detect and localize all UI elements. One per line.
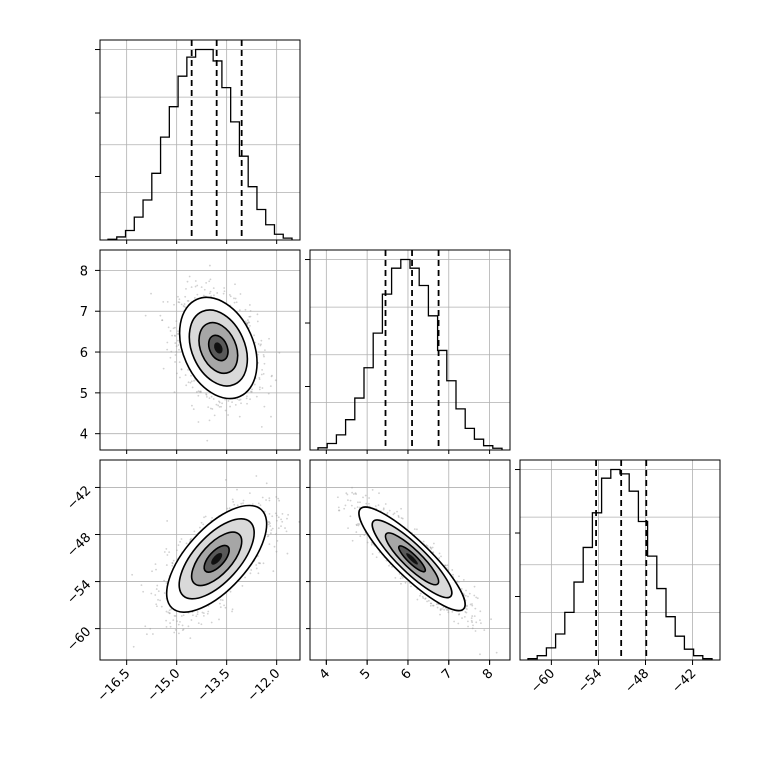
y-tick-label: −48 — [64, 530, 94, 560]
y-tick-label: 4 — [80, 428, 88, 443]
x-tick-label: −42 — [669, 666, 699, 696]
histogram-step-2 — [527, 468, 713, 660]
contour-level-4 — [211, 552, 223, 565]
x-tick-label: −13.5 — [195, 666, 234, 705]
x-tick-label: 7 — [439, 666, 455, 682]
histogram-step-1 — [317, 258, 503, 450]
panel-frame — [519, 459, 721, 661]
panel-frame — [309, 459, 511, 661]
x-tick-label: 4 — [317, 666, 333, 682]
x-tick-label: −12.0 — [245, 666, 284, 705]
x-tick-label: −60 — [528, 666, 558, 696]
panel-background — [310, 250, 510, 450]
density-panel-1 — [131, 475, 300, 648]
y-tick-label: −60 — [64, 624, 94, 654]
y-tick-label: 6 — [80, 346, 88, 361]
y-tick-label: −42 — [64, 483, 94, 513]
x-tick-label: 8 — [480, 666, 496, 682]
panel-background — [520, 460, 720, 660]
panel-frame — [99, 249, 301, 451]
x-tick-label: 6 — [398, 666, 414, 682]
histogram-step-0 — [107, 48, 293, 240]
contour-level-4 — [214, 342, 223, 354]
x-tick-label: −48 — [622, 666, 652, 696]
x-tick-label: −16.5 — [95, 666, 134, 705]
y-tick-label: 7 — [80, 305, 88, 320]
contour-level-4 — [406, 553, 418, 565]
panel-frame — [99, 39, 301, 241]
y-tick-label: 5 — [80, 387, 88, 402]
density-panel-2 — [336, 486, 498, 656]
panel-frame — [99, 459, 301, 661]
density-panel-0 — [144, 264, 281, 442]
y-tick-label: −54 — [64, 577, 94, 607]
panel-frame — [309, 249, 511, 451]
x-tick-label: 5 — [358, 666, 374, 682]
x-tick-label: −54 — [575, 666, 605, 696]
y-tick-label: 8 — [80, 264, 88, 279]
x-tick-label: −15.0 — [145, 666, 184, 705]
panel-background — [100, 40, 300, 240]
